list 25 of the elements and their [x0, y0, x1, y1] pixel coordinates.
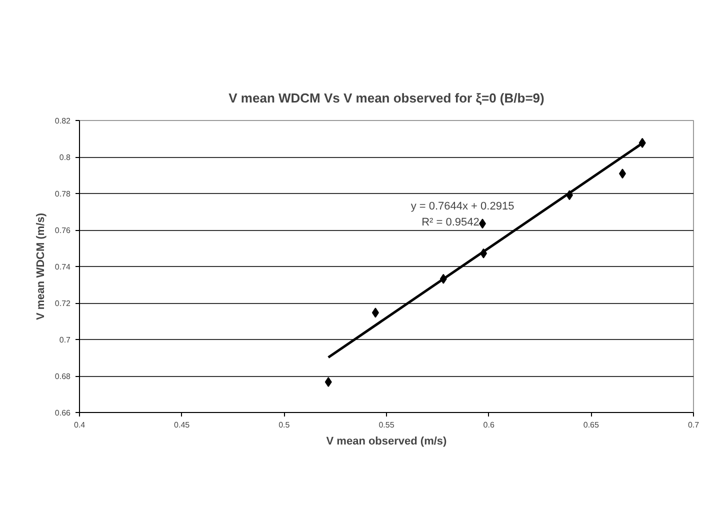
- x-tick-label: 0.7: [688, 420, 700, 430]
- y-tick-label: 0.66: [54, 408, 72, 418]
- y-tick-label: 0.68: [54, 372, 72, 381]
- annotation: y = 0.7644x + 0.2915: [410, 200, 514, 212]
- point: [618, 168, 626, 179]
- x-tick-label: 0.65: [583, 420, 600, 430]
- x-tick-label: 0.45: [174, 420, 190, 430]
- x-tick-label: 0.5: [278, 420, 290, 430]
- y-tick-label: 0.74: [54, 262, 72, 272]
- y-tick-label: 0.76: [54, 226, 72, 235]
- x-tick-label: 0.6: [483, 420, 495, 430]
- annotation: R² = 0.9542: [422, 216, 480, 228]
- y-tick-label: 0.7: [59, 336, 72, 344]
- y-tick-label: 0.8: [59, 153, 72, 162]
- x-tick-label: 0.55: [378, 420, 395, 430]
- point: [478, 218, 486, 229]
- point: [372, 308, 379, 318]
- point: [324, 377, 332, 388]
- y-tick-label: 0.82: [54, 116, 72, 126]
- chart-title: V mean WDCM Vs V mean observed for ξ=0 (B/b=9): [228, 90, 544, 106]
- y-tick-label: 0.78: [54, 190, 72, 198]
- x-axis-title: V mean observed (m/s): [326, 436, 448, 448]
- y-tick-label: 0.72: [54, 299, 72, 308]
- y-axis-title: V mean WDCM (m/s): [34, 212, 47, 320]
- x-tick-label: 0.4: [74, 420, 86, 430]
